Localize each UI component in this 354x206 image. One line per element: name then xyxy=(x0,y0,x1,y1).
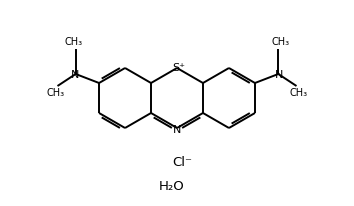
Text: S⁺: S⁺ xyxy=(172,63,185,73)
Text: CH₃: CH₃ xyxy=(46,88,64,98)
Text: Cl⁻: Cl⁻ xyxy=(172,157,192,170)
Text: N: N xyxy=(70,70,79,80)
Text: N: N xyxy=(173,125,181,135)
Text: N: N xyxy=(275,70,284,80)
Text: CH₃: CH₃ xyxy=(271,36,289,47)
Text: CH₃: CH₃ xyxy=(290,88,308,98)
Text: H₂O: H₂O xyxy=(159,179,185,192)
Text: CH₃: CH₃ xyxy=(65,36,83,47)
